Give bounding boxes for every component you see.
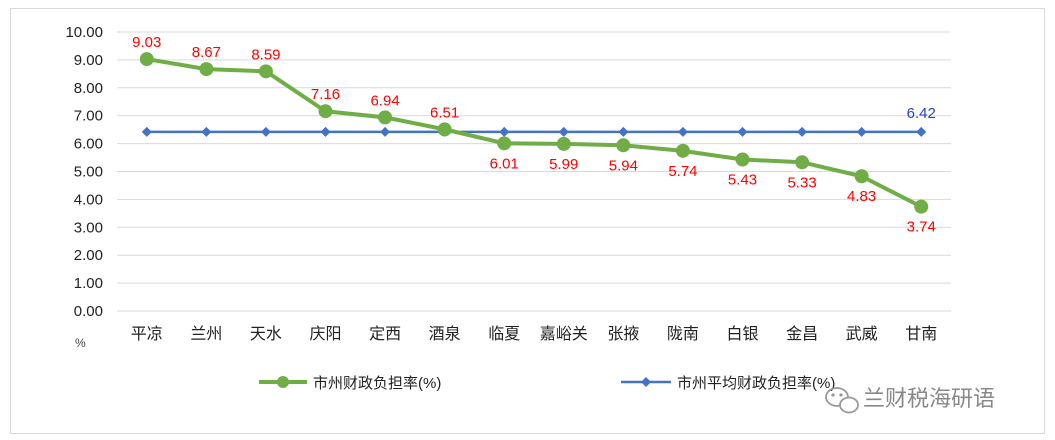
x-category-label: 酒泉 [429,325,461,343]
main-data-label: 6.94 [370,92,399,109]
average-marker [320,126,331,137]
main-data-label: 5.99 [549,156,578,173]
legend-average-label: 市州平均财政负担率(%) [677,375,835,392]
y-tick-label: 0.00 [74,303,103,320]
main-data-label: 6.51 [430,104,459,121]
main-data-label: 5.74 [668,163,697,180]
line-chart: 0.00 1.00 2.00 3.00 4.00 5.00 6.00 7.00 8.00 9.00… [65,24,995,414]
main-line [146,57,923,209]
average-marker [618,126,629,137]
data-labels: 9.03 8.67 8.59 7.16 6.94 6.51 6.01 5.99 5.94 5.74… [132,34,936,236]
x-category-label: 张掖 [607,325,639,343]
main-data-label: 4.83 [847,188,876,205]
average-marker [499,126,510,137]
average-marker [141,126,152,137]
average-marker [677,126,688,137]
y-tick-label: 1.00 [74,275,103,292]
main-marker [497,136,512,151]
main-marker [139,52,154,67]
x-category-label: 甘南 [905,325,937,343]
x-category-label: 金昌 [786,325,818,343]
y-tick-label: 10.00 [65,24,103,41]
main-marker [854,169,869,184]
average-data-label: 6.42 [907,105,936,122]
main-marker [795,155,810,170]
main-marker [378,110,393,125]
main-data-label: 3.74 [907,219,936,236]
chart-frame: 0.00 1.00 2.00 3.00 4.00 5.00 6.00 7.00 8.00 9.00… [10,8,1045,434]
watermark: 兰财税海研语 [825,386,995,414]
y-tick-label: 4.00 [74,191,103,208]
x-category-label: 庆阳 [309,325,341,343]
series-average [141,126,927,137]
legend-main-label: 市州财政负担率(%) [313,375,441,392]
average-marker [797,126,808,137]
x-category-label: 武威 [846,325,878,343]
main-marker [318,104,333,119]
main-data-label: 5.43 [728,172,757,189]
legend-average-marker [641,377,651,387]
y-tick-label: 5.00 [74,164,103,181]
y-tick-label: 9.00 [74,52,103,69]
x-category-label: 临夏 [488,325,520,343]
main-marker [735,152,750,167]
x-category-label: 陇南 [667,325,699,343]
x-category-label: 嘉峪关 [540,325,588,343]
x-category-label: 天水 [250,325,282,343]
y-tick-label: 3.00 [74,219,103,236]
main-data-label: 8.67 [192,44,221,61]
main-marker [258,64,273,79]
x-category-label: 兰州 [190,325,222,343]
average-marker [916,126,927,137]
main-marker [556,136,571,151]
average-marker [380,126,391,137]
y-unit-label: % [75,336,86,350]
main-data-label: 5.33 [787,174,816,191]
main-data-label: 5.94 [609,157,638,174]
legend: 市州财政负担率(%) 市州平均财政负担率(%) [259,375,835,392]
y-tick-label: 8.00 [74,80,103,97]
main-marker [616,138,631,153]
y-tick-label: 2.00 [74,247,103,264]
average-marker [737,126,748,137]
y-axis-ticks: 0.00 1.00 2.00 3.00 4.00 5.00 6.00 7.00 8.00 9.00… [65,24,103,320]
x-axis-categories: 平凉 兰州 天水 庆阳 定西 酒泉 临夏 嘉峪关 张掖 陇南 白银 金昌 武威 甘南 [131,325,937,343]
main-data-label: 8.59 [251,46,280,63]
main-data-label: 7.16 [311,86,340,103]
x-category-label: 定西 [369,325,401,343]
legend-main-marker [277,376,289,388]
main-marker [199,62,214,77]
main-marker [437,122,452,137]
x-category-label: 平凉 [131,325,163,343]
gridlines [117,31,951,312]
average-marker [856,126,867,137]
wechat-icon [825,387,859,414]
y-tick-label: 7.00 [74,108,103,125]
y-tick-label: 6.00 [74,136,103,153]
main-data-label: 9.03 [132,34,161,51]
main-marker [675,143,690,158]
x-category-label: 白银 [726,325,758,343]
watermark-text: 兰财税海研语 [863,386,995,411]
average-marker [260,126,271,137]
average-marker [558,126,569,137]
series-main [139,52,929,214]
main-data-label: 6.01 [490,155,519,172]
main-marker [914,199,929,214]
average-marker [201,126,212,137]
